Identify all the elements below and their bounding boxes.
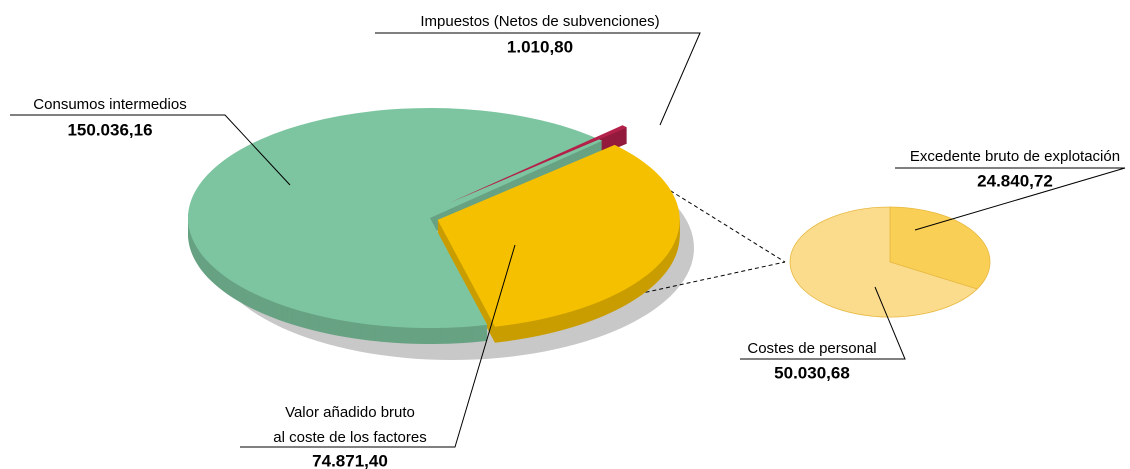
breakout-label: Excedente bruto de explotación <box>910 148 1120 165</box>
leader-line <box>240 244 516 448</box>
leader-line <box>375 32 701 126</box>
slice-label: Valor añadido bruto al coste de los facto… <box>273 404 426 446</box>
pie-slice <box>437 144 680 327</box>
value-label: 24.840,72 <box>977 171 1053 190</box>
leader-line <box>10 114 291 186</box>
breakout-label: Costes de personal <box>747 340 876 357</box>
value-label: 150.036,16 <box>67 120 152 139</box>
breakout-slice <box>789 206 978 318</box>
leader-line <box>895 167 1126 231</box>
breakout-slice <box>889 206 991 290</box>
slice-label: Consumos intermedios <box>33 96 186 113</box>
value-label: 50.030,68 <box>774 363 850 382</box>
slice-label: Impuestos (Netos de subvenciones) <box>420 13 659 30</box>
leader-line <box>740 286 906 360</box>
value-label: 74.871,40 <box>312 451 388 469</box>
value-label: 1.010,80 <box>507 37 573 56</box>
pie-slice <box>187 108 603 329</box>
pie-slice <box>450 125 628 203</box>
